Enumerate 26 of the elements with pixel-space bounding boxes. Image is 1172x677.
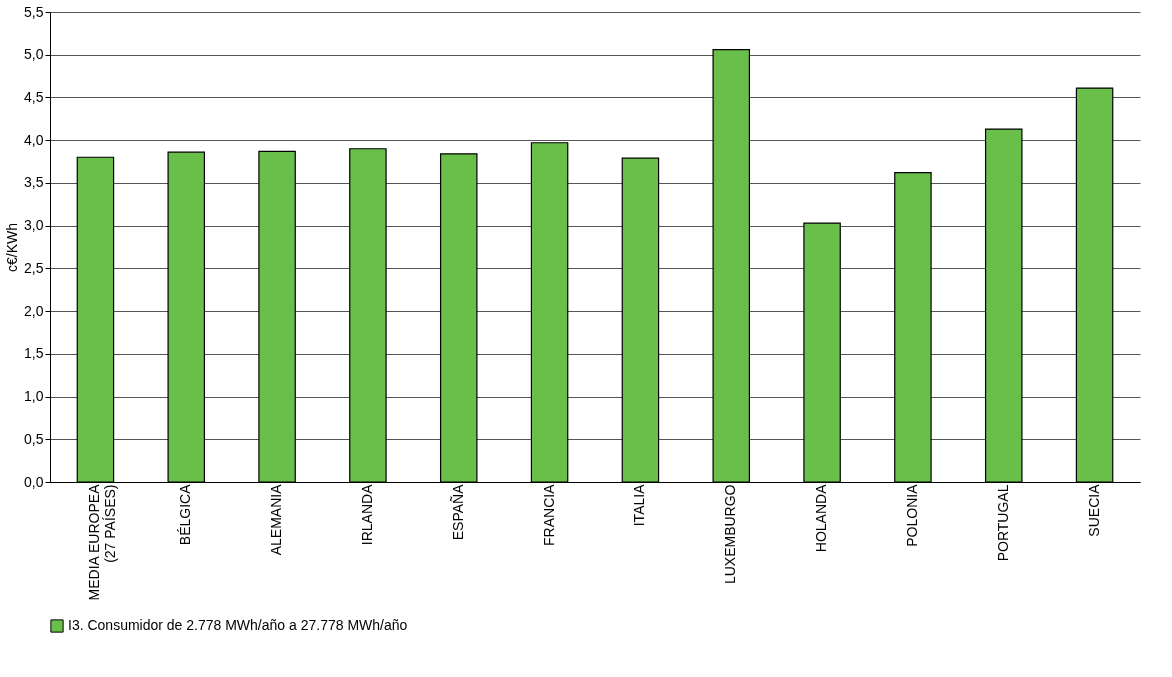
x-tick-label: IRLANDA xyxy=(358,483,375,546)
y-tick-label: 2,0 xyxy=(24,302,44,319)
y-tick-label: 4,5 xyxy=(24,88,44,105)
x-tick-label: POLONIA xyxy=(903,483,920,547)
x-tick-label: PORTUGAL xyxy=(994,484,1011,562)
x-tick-label: ITALIA xyxy=(631,483,648,527)
y-tick-label: 5,5 xyxy=(24,3,44,20)
y-tick-label: 5,0 xyxy=(24,46,44,63)
x-tick-label: LUXEMBURGO xyxy=(722,484,739,585)
y-tick-label: 1,5 xyxy=(24,345,44,362)
legend-label: I3. Consumidor de 2.778 MWh/año a 27.778 MWh/año xyxy=(68,617,408,633)
x-tick-label: FRANCIA xyxy=(540,483,557,546)
y-tick-label: 2,5 xyxy=(24,259,44,276)
y-tick-label: 3,5 xyxy=(24,174,44,191)
y-tick-label: 3,0 xyxy=(24,217,44,234)
y-tick-label: 0,0 xyxy=(24,473,44,490)
x-tick-label: ESPAÑA xyxy=(449,483,466,541)
x-tick-label: HOLANDA xyxy=(813,483,830,553)
x-tick-label: MEDIA EUROPEA (27 PAÍSES) xyxy=(86,483,119,601)
x-tick-label: ALEMANIA xyxy=(268,483,285,556)
y-tick-label: 1,0 xyxy=(24,388,44,405)
x-tick-label: BÉLGICA xyxy=(177,483,194,546)
x-tick-label: SUECIA xyxy=(1085,483,1102,537)
y-axis-title: c€/KWh xyxy=(4,222,21,273)
y-tick-label: 4,0 xyxy=(24,131,44,148)
y-tick-label: 0,5 xyxy=(24,430,44,447)
